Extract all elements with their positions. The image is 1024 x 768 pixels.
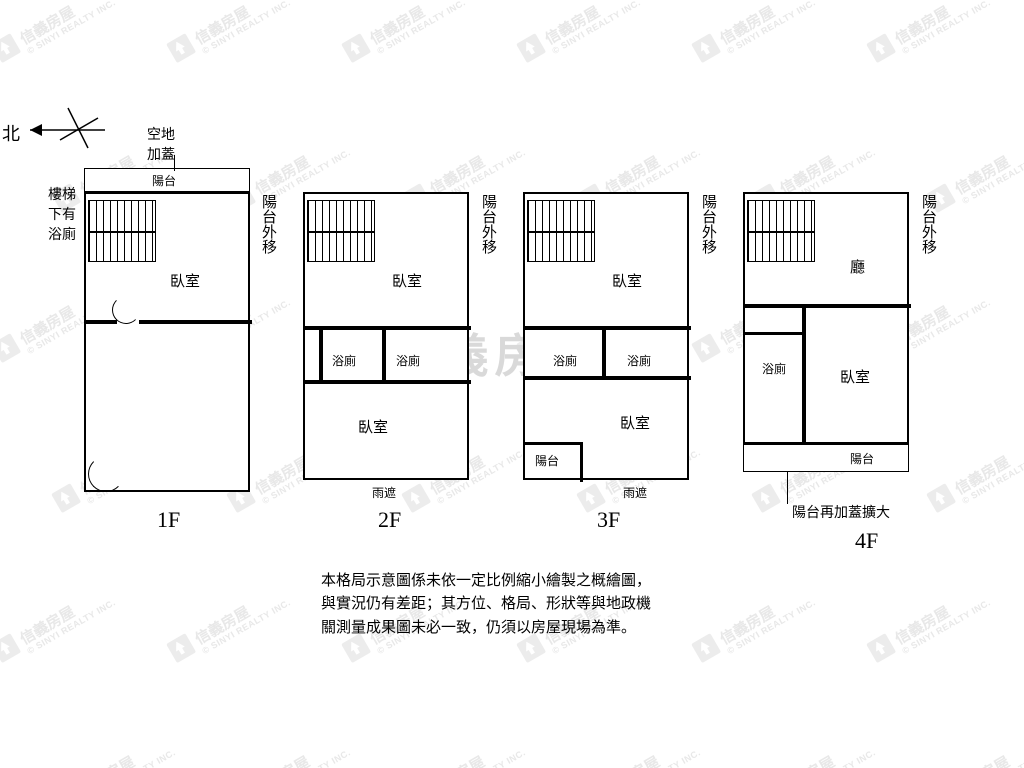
room-label: 浴廁 (332, 352, 356, 369)
stairs (88, 200, 156, 262)
annotation: 陽台再加蓋擴大 (792, 502, 890, 522)
wall (86, 320, 252, 324)
annotation: 樓梯下有浴廁 (48, 184, 76, 244)
wall (580, 442, 583, 482)
room-label: 臥室 (358, 416, 388, 437)
watermark-stamp: 信義房屋© SINYI REALTY INC. (926, 430, 1024, 520)
floors-container: 陽台臥室陽台外移空地加蓋樓梯下有浴廁1F臥室臥室浴廁浴廁雨遮陽台外移2F臥室臥室… (0, 0, 1024, 18)
small-label: 雨遮 (372, 484, 396, 501)
stairs (307, 200, 375, 262)
floor-3F (523, 192, 689, 480)
floorplan-canvas: 信義房屋© SINYI REALTY INC. 信義房屋© SINYI REALT… (0, 0, 1024, 768)
wall (602, 328, 606, 378)
watermark-stamp: 信義房屋© SINYI REALTY INC. (926, 730, 1024, 768)
room-label: 臥室 (612, 270, 642, 291)
floor-label: 4F (855, 528, 878, 554)
room-label: 臥室 (620, 412, 650, 433)
wall (745, 332, 803, 335)
disclaimer-l3: 關測量成果圖未必一致，仍須以房屋現場為準。 (321, 619, 636, 636)
wall (525, 326, 691, 330)
room-label: 浴廁 (762, 360, 786, 377)
leader-line (174, 155, 175, 171)
leader-line (787, 472, 788, 504)
room-label: 浴廁 (627, 352, 651, 369)
room-label: 臥室 (840, 366, 870, 387)
disclaimer-text: 本格局示意圖係未依一定比例縮小繪製之概繪圖， 與實況仍有差距；其方位、格局、形狀… (321, 569, 651, 639)
floor-label: 2F (378, 507, 401, 533)
compass-label: 北 (2, 120, 20, 146)
floor-label: 3F (597, 507, 620, 533)
floor-label: 1F (157, 507, 180, 533)
vertical-annotation: 陽台外移 (698, 194, 719, 254)
room-label: 浴廁 (396, 352, 420, 369)
wall (382, 328, 386, 382)
watermark-stamp: 信義房屋© SINYI REALTY INC. (51, 730, 177, 768)
room-label: 廳 (850, 256, 865, 277)
door-arc (88, 456, 124, 492)
stairs (527, 200, 595, 262)
vertical-annotation: 陽台外移 (258, 194, 279, 254)
wall (305, 380, 471, 384)
door-arc (112, 296, 140, 324)
fixture (0, 0, 22, 18)
wall (525, 442, 583, 445)
stairs (747, 200, 815, 262)
disclaimer-l1: 本格局示意圖係未依一定比例縮小繪製之概繪圖， (321, 572, 651, 589)
watermark-stamp: 信義房屋© SINYI REALTY INC. (401, 730, 527, 768)
annotation: 空地加蓋 (147, 124, 175, 164)
small-label: 雨遮 (623, 484, 647, 501)
watermark-stamp: 信義房屋© SINYI REALTY INC. (691, 580, 817, 670)
watermark-stamp: 信義房屋© SINYI REALTY INC. (226, 730, 352, 768)
watermark-stamp: 信義房屋© SINYI REALTY INC. (926, 130, 1024, 220)
room-label: 浴廁 (553, 352, 577, 369)
wall (319, 328, 323, 382)
watermark-stamp: 信義房屋© SINYI REALTY INC. (751, 730, 877, 768)
vertical-annotation: 陽台外移 (478, 194, 499, 254)
balcony-extended (743, 444, 909, 472)
watermark-stamp: 信義房屋© SINYI REALTY INC. (166, 580, 292, 670)
watermark-stamp: 信義房屋© SINYI REALTY INC. (866, 580, 992, 670)
room-label: 臥室 (392, 270, 422, 291)
floor-1F (84, 192, 250, 492)
wall (525, 376, 691, 380)
north-compass: 北 (0, 100, 110, 160)
balcony-label: 陽台 (152, 172, 176, 189)
room-label: 陽台 (850, 450, 874, 467)
room-label: 臥室 (170, 270, 200, 291)
wall (305, 326, 471, 330)
floor-4F (743, 192, 909, 444)
watermark-stamp: 信義房屋© SINYI REALTY INC. (0, 580, 117, 670)
wall (802, 306, 806, 446)
vertical-annotation: 陽台外移 (918, 194, 939, 254)
disclaimer-l2: 與實況仍有差距；其方位、格局、形狀等與地政機 (321, 595, 651, 612)
watermark-stamp: 信義房屋© SINYI REALTY INC. (576, 730, 702, 768)
wall (745, 304, 911, 308)
room-label: 陽台 (535, 452, 559, 469)
